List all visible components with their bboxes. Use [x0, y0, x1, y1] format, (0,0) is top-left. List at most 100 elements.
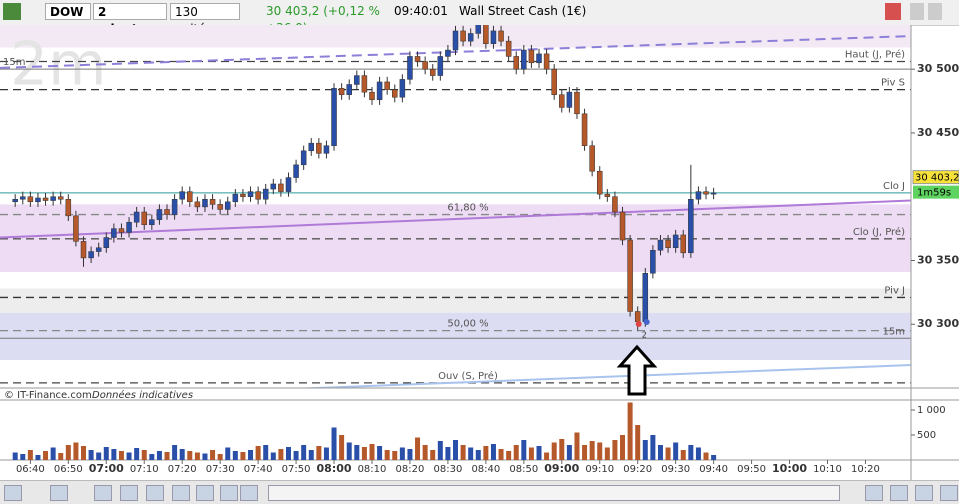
volume-bar [475, 450, 481, 460]
level-label: Piv S [881, 78, 905, 89]
candle-body [57, 196, 64, 200]
candle-body [528, 49, 535, 64]
candle-body [20, 196, 26, 200]
maximize-button[interactable] [928, 3, 942, 20]
level-label: Piv J [884, 285, 905, 296]
zoom-button[interactable] [865, 485, 883, 501]
candle-body [521, 49, 527, 70]
menu-icon[interactable] [3, 3, 21, 20]
volume-bar [604, 447, 610, 460]
candle-body [604, 193, 611, 197]
volume-bar [445, 447, 451, 460]
volume-bar [293, 451, 299, 460]
level-label: 50,00 % [447, 319, 488, 330]
x-tick-label: 06:40 [16, 464, 45, 475]
timer-label: 1m59s [917, 188, 951, 199]
volume-bar [270, 452, 276, 460]
refresh-button[interactable] [885, 3, 901, 20]
volume-bar [187, 451, 193, 460]
candle-body [551, 68, 557, 95]
volume-bar [141, 450, 147, 460]
zoom-button[interactable] [890, 485, 908, 501]
level-label: Ouv (S, Pré) [438, 370, 498, 382]
symbol-select[interactable]: DOW [45, 3, 91, 20]
volume-bar [354, 445, 360, 460]
volume-bar [635, 425, 641, 460]
tool-button[interactable] [172, 485, 190, 501]
candle-body [414, 56, 421, 62]
volume-bar [156, 451, 162, 460]
volume-bar [202, 453, 208, 460]
period-select[interactable]: 2 minutes [93, 3, 167, 36]
volume-bar [43, 451, 49, 460]
units-select[interactable]: 130 unités [170, 3, 240, 36]
tool-button[interactable] [94, 485, 112, 501]
candle-body [399, 79, 406, 98]
zoom-button[interactable] [915, 485, 933, 501]
tool-button[interactable] [240, 485, 258, 501]
candle-body [361, 75, 368, 93]
candle-body [65, 199, 72, 217]
candle-body [225, 201, 231, 210]
candle-body [642, 272, 649, 322]
candle-body [581, 113, 588, 146]
volume-bar [225, 447, 231, 460]
volume-bar [536, 446, 542, 460]
candle-body [665, 239, 671, 248]
volume-bar [285, 447, 291, 460]
volume-bar [278, 449, 284, 460]
candle-body [111, 228, 117, 238]
tool-button[interactable] [220, 485, 238, 501]
candle-body [149, 219, 155, 226]
tool-button[interactable] [120, 485, 138, 501]
candle-body [164, 209, 170, 215]
minimize-button[interactable] [910, 3, 924, 20]
volume-bar [407, 449, 413, 460]
candle-body [710, 192, 717, 195]
candle-body [126, 221, 132, 233]
candle-body [80, 241, 87, 259]
tool-button[interactable] [4, 485, 22, 501]
volume-bar [453, 440, 458, 460]
x-tick-label: 10:10 [813, 464, 842, 475]
y-tick-label: 30 300 [917, 317, 959, 330]
x-tick-label: 07:10 [130, 464, 159, 475]
candle-body [118, 228, 125, 233]
volume-bar [528, 447, 534, 460]
volume-bar [377, 446, 383, 460]
v-tick-label: 1 000 [917, 405, 946, 416]
y-tick-label: 30 450 [917, 126, 959, 139]
x-tick-label: 09:40 [699, 464, 728, 475]
volume-bar [331, 427, 337, 460]
candle-body [270, 183, 277, 190]
volume-bar [468, 447, 474, 460]
candle-body [483, 25, 489, 44]
volume-bar [597, 442, 603, 460]
volume-bar [437, 441, 443, 460]
tool-button[interactable] [146, 485, 164, 501]
volume-bar [688, 445, 694, 460]
volume-bar [521, 440, 527, 460]
candle-body [536, 53, 542, 64]
timer-box [913, 185, 959, 199]
scrollbar[interactable] [268, 485, 840, 501]
candle-body [703, 191, 709, 195]
tool-button[interactable] [50, 485, 68, 501]
candle-body [695, 191, 702, 200]
tool-button[interactable] [196, 485, 214, 501]
candle-body [179, 191, 185, 200]
candle-body [293, 164, 299, 178]
volume-bar [620, 435, 626, 460]
candle-body [88, 251, 94, 259]
y-tick-label: 30 500 [917, 62, 959, 75]
volume-bar [642, 440, 648, 460]
candle-body [513, 56, 519, 70]
candle-body [187, 191, 193, 203]
volume-bar [680, 450, 686, 460]
zoom-button[interactable] [940, 485, 958, 501]
v-tick-label: 500 [917, 430, 936, 441]
volume-bar [574, 432, 580, 460]
volume-bar [650, 435, 656, 460]
candle-body [331, 88, 337, 146]
arrow-annotation [616, 344, 658, 396]
